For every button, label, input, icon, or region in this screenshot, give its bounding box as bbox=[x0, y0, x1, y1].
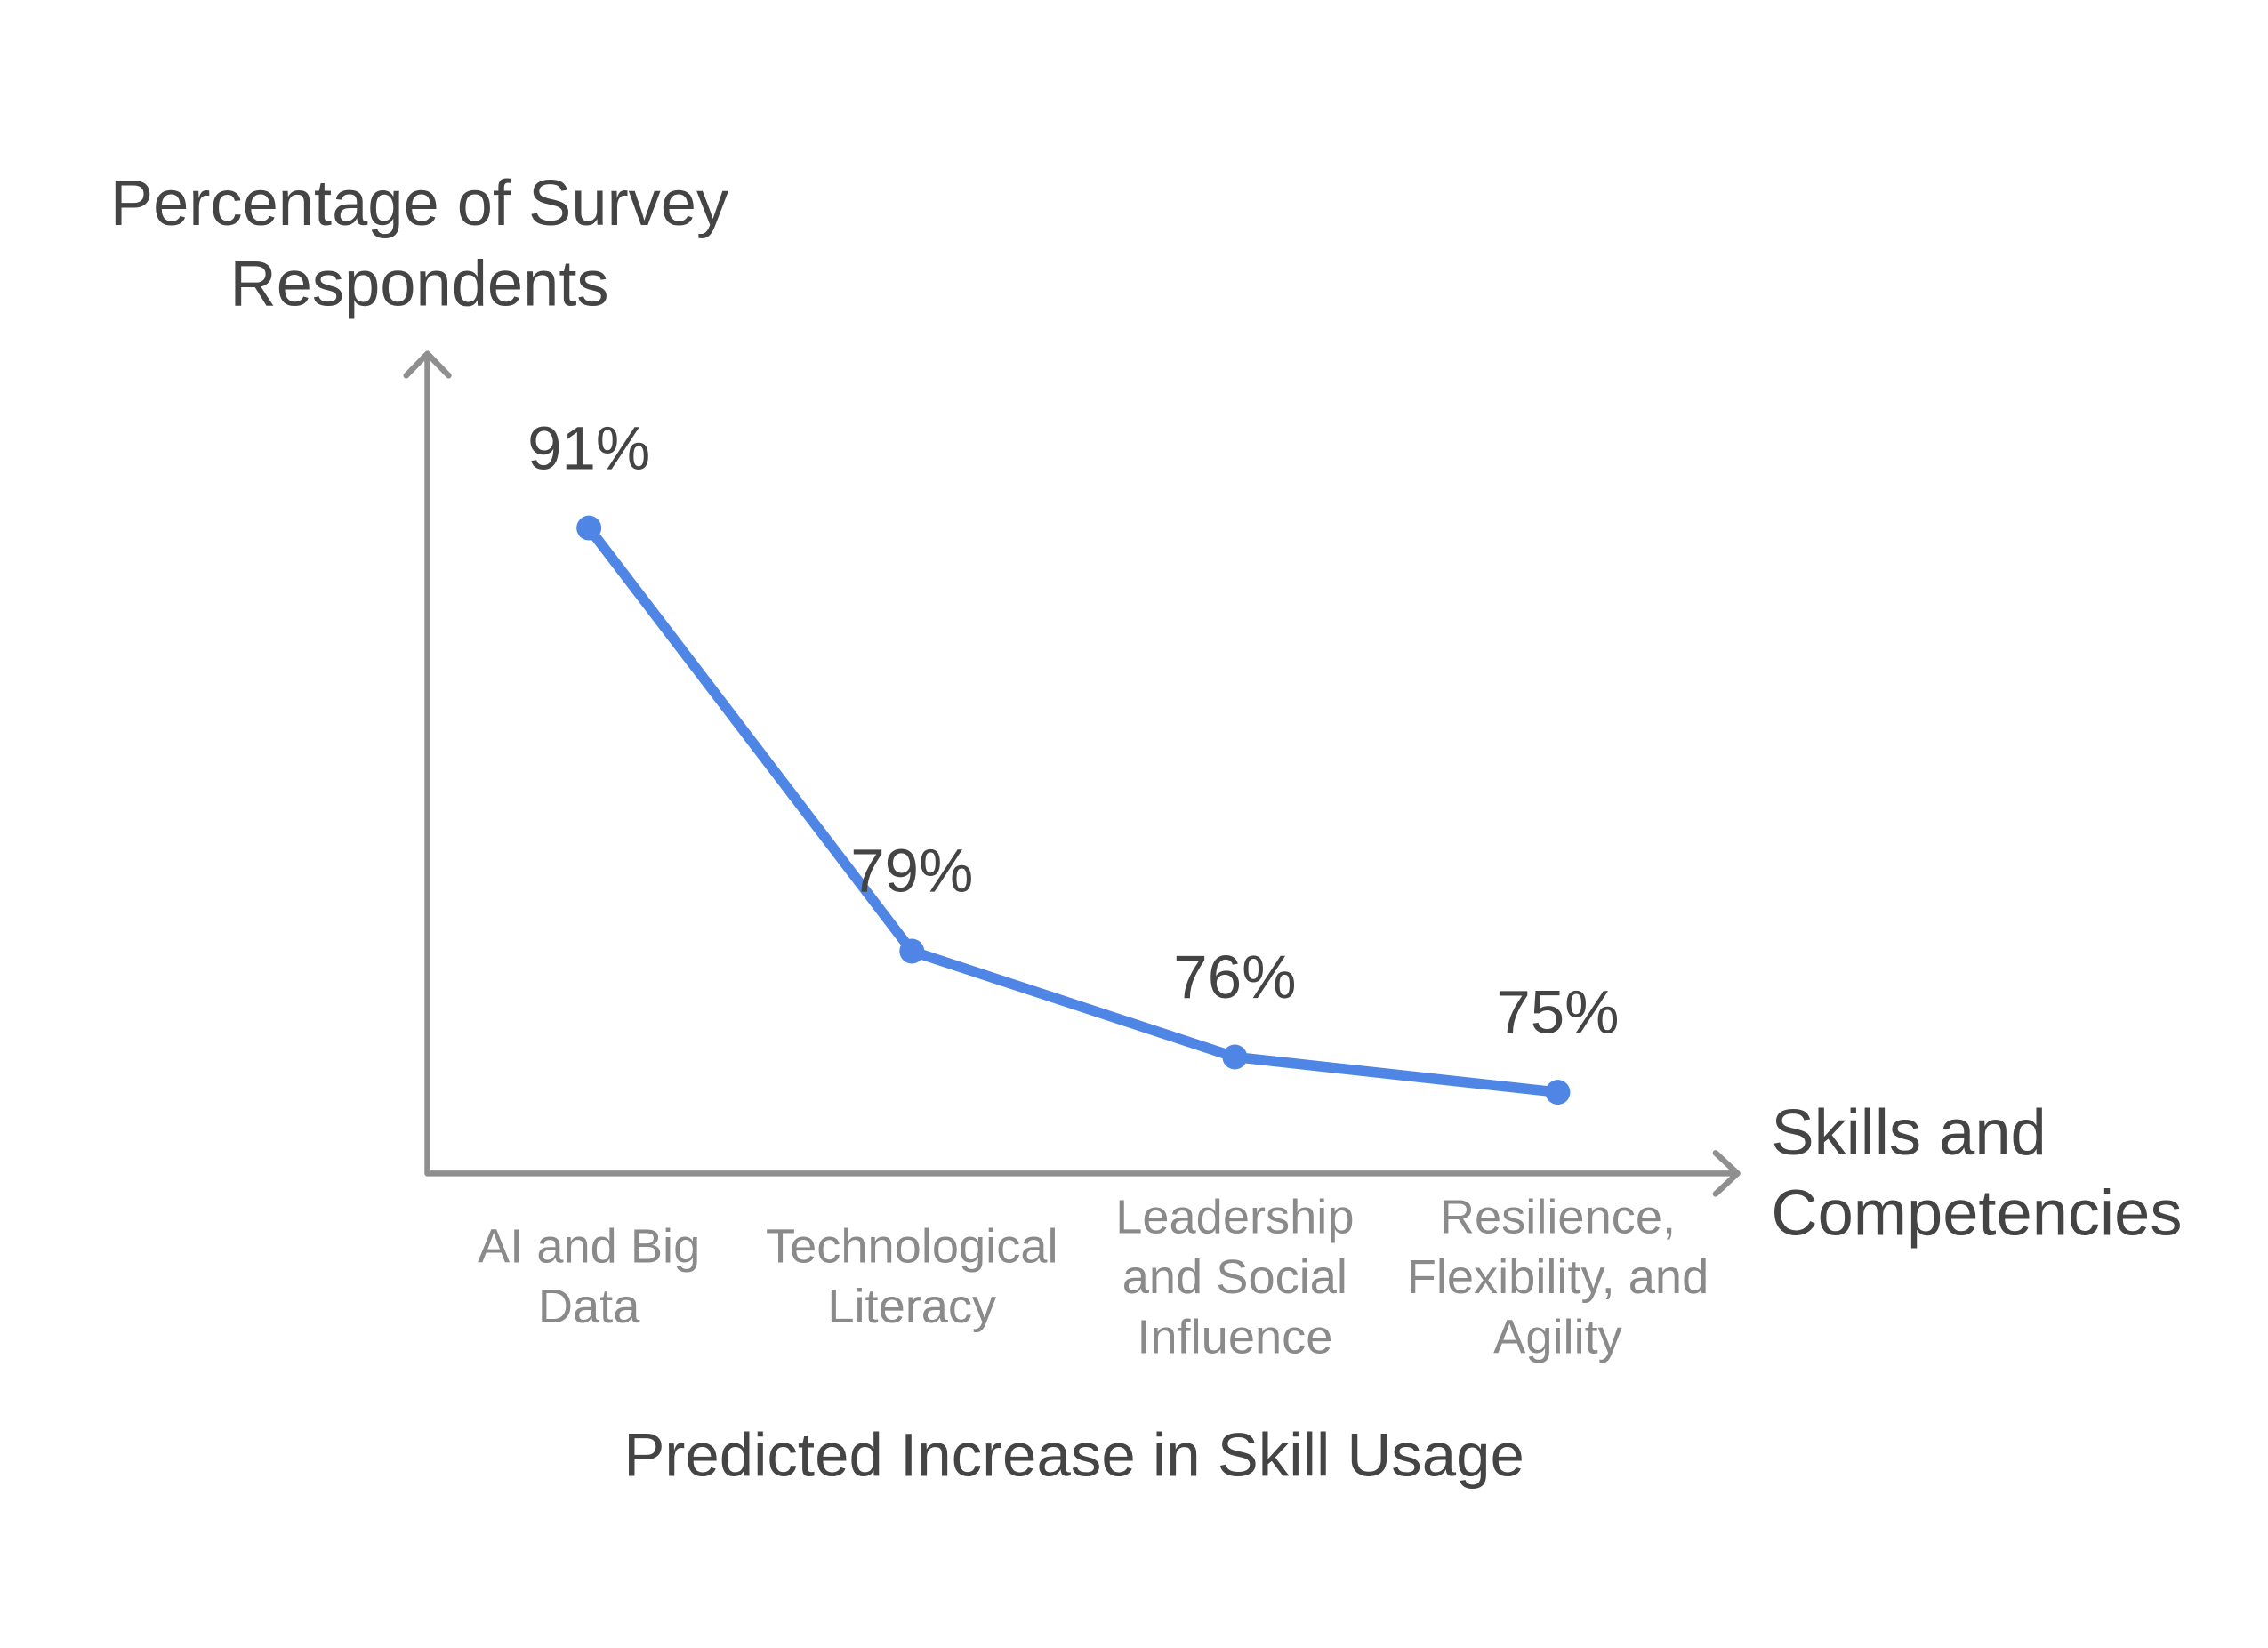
data-label: 75% bbox=[1496, 977, 1620, 1047]
data-label: 91% bbox=[527, 413, 651, 482]
point bbox=[1545, 1080, 1571, 1105]
x-tick-label: Leadership and Social Influence bbox=[1115, 1188, 1355, 1363]
point bbox=[576, 515, 602, 541]
x-tick-label: Resilience, Flexibility, and Agility bbox=[1406, 1188, 1709, 1363]
chart-title: Predicted Increase in Skill Usage bbox=[623, 1420, 1524, 1490]
x-tick-label: Technological Literacy bbox=[765, 1218, 1058, 1333]
line bbox=[583, 522, 1564, 1097]
data-label: 76% bbox=[1173, 942, 1297, 1011]
x-axis-label: Skills and Competencies bbox=[1771, 1097, 2183, 1250]
point bbox=[899, 938, 925, 964]
x-axis bbox=[424, 1150, 1741, 1197]
point bbox=[1222, 1044, 1248, 1070]
data-label: 79% bbox=[850, 836, 974, 905]
y-axis bbox=[403, 350, 452, 1177]
y-axis-label: Percentage of Survey Respondents bbox=[109, 167, 729, 320]
x-tick-label: AI and Big Data bbox=[478, 1218, 701, 1333]
axes bbox=[403, 350, 1741, 1197]
